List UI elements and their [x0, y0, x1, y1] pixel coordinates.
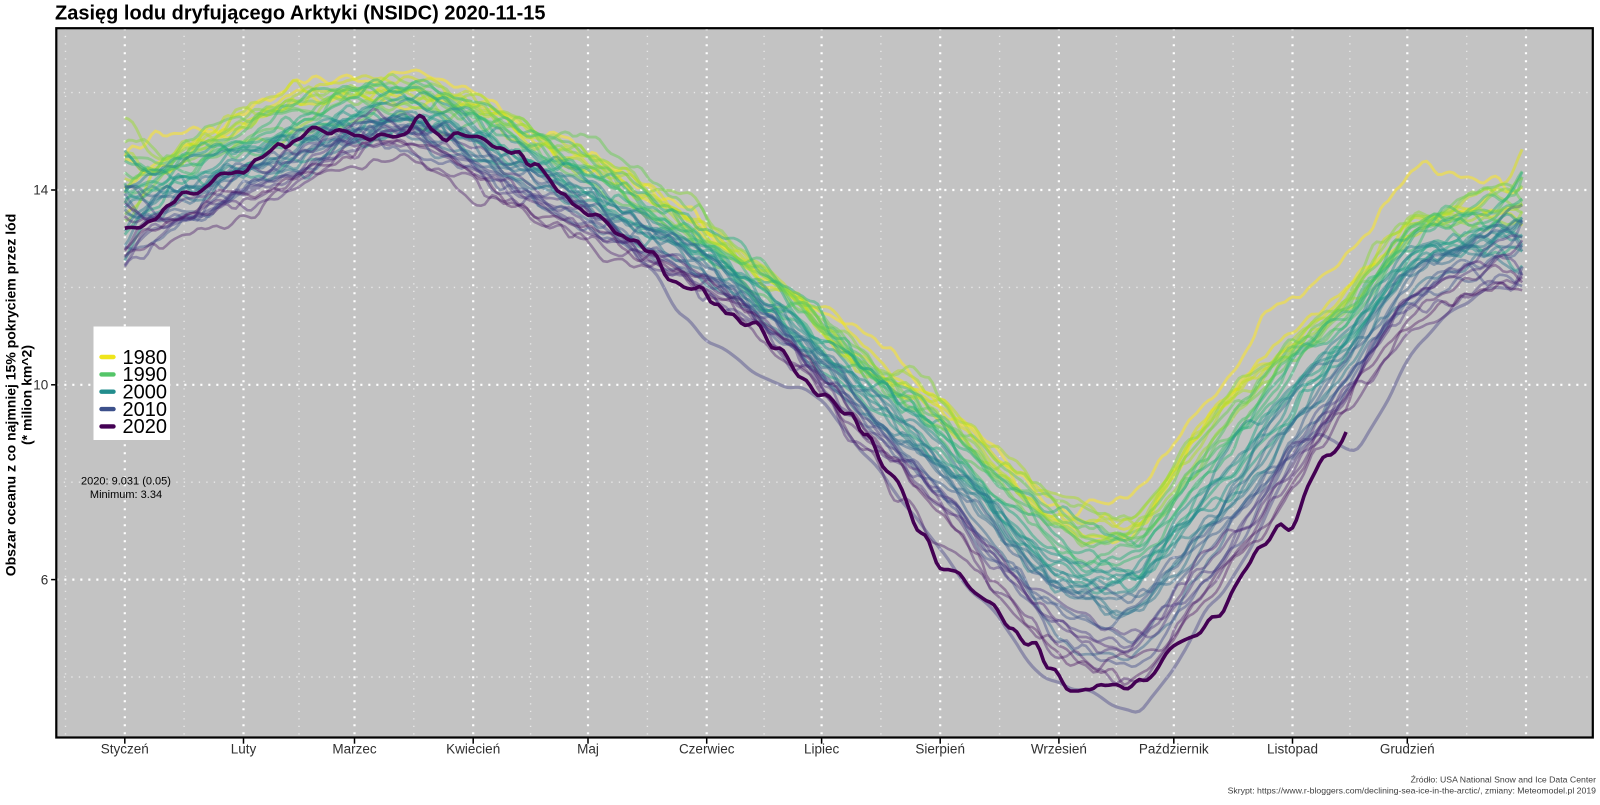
svg-text:Marzec: Marzec	[332, 742, 377, 757]
svg-text:1980: 1980	[123, 347, 168, 369]
svg-text:Maj: Maj	[577, 742, 599, 757]
svg-text:Sierpień: Sierpień	[915, 742, 965, 757]
svg-text:Październik: Październik	[1139, 742, 1209, 757]
svg-text:Lipiec: Lipiec	[804, 742, 840, 757]
svg-text:2010: 2010	[123, 399, 168, 421]
svg-text:6: 6	[41, 572, 49, 587]
svg-text:2000: 2000	[123, 382, 168, 404]
svg-text:Minimum: 3.34: Minimum: 3.34	[90, 489, 162, 501]
svg-text:Źródło: USA National Snow and: Źródło: USA National Snow and Ice Data C…	[1411, 775, 1597, 785]
svg-text:Kwiecień: Kwiecień	[446, 742, 500, 757]
svg-text:2020: 2020	[123, 416, 168, 438]
svg-text:1990: 1990	[123, 364, 168, 386]
svg-text:Czerwiec: Czerwiec	[679, 742, 735, 757]
svg-text:14: 14	[33, 183, 49, 198]
svg-text:Wrzesień: Wrzesień	[1031, 742, 1087, 757]
svg-text:10: 10	[33, 378, 48, 393]
svg-text:Obszar oceanu z co najmniej 15: Obszar oceanu z co najmniej 15% pokrycie…	[3, 214, 19, 577]
svg-text:Luty: Luty	[231, 742, 257, 757]
svg-text:Listopad: Listopad	[1267, 742, 1318, 757]
svg-text:Styczeń: Styczeń	[101, 742, 149, 757]
svg-text:Grudzień: Grudzień	[1380, 742, 1435, 757]
svg-text:Skrypt: https://www.r-bloggers: Skrypt: https://www.r-bloggers.com/decli…	[1228, 786, 1597, 796]
svg-text:Zasięg lodu dryfującego Arktyk: Zasięg lodu dryfującego Arktyki (NSIDC) …	[55, 3, 546, 25]
svg-text:(* milion km^2): (* milion km^2)	[19, 345, 35, 445]
svg-text:2020: 9.031 (0.05): 2020: 9.031 (0.05)	[81, 476, 171, 488]
